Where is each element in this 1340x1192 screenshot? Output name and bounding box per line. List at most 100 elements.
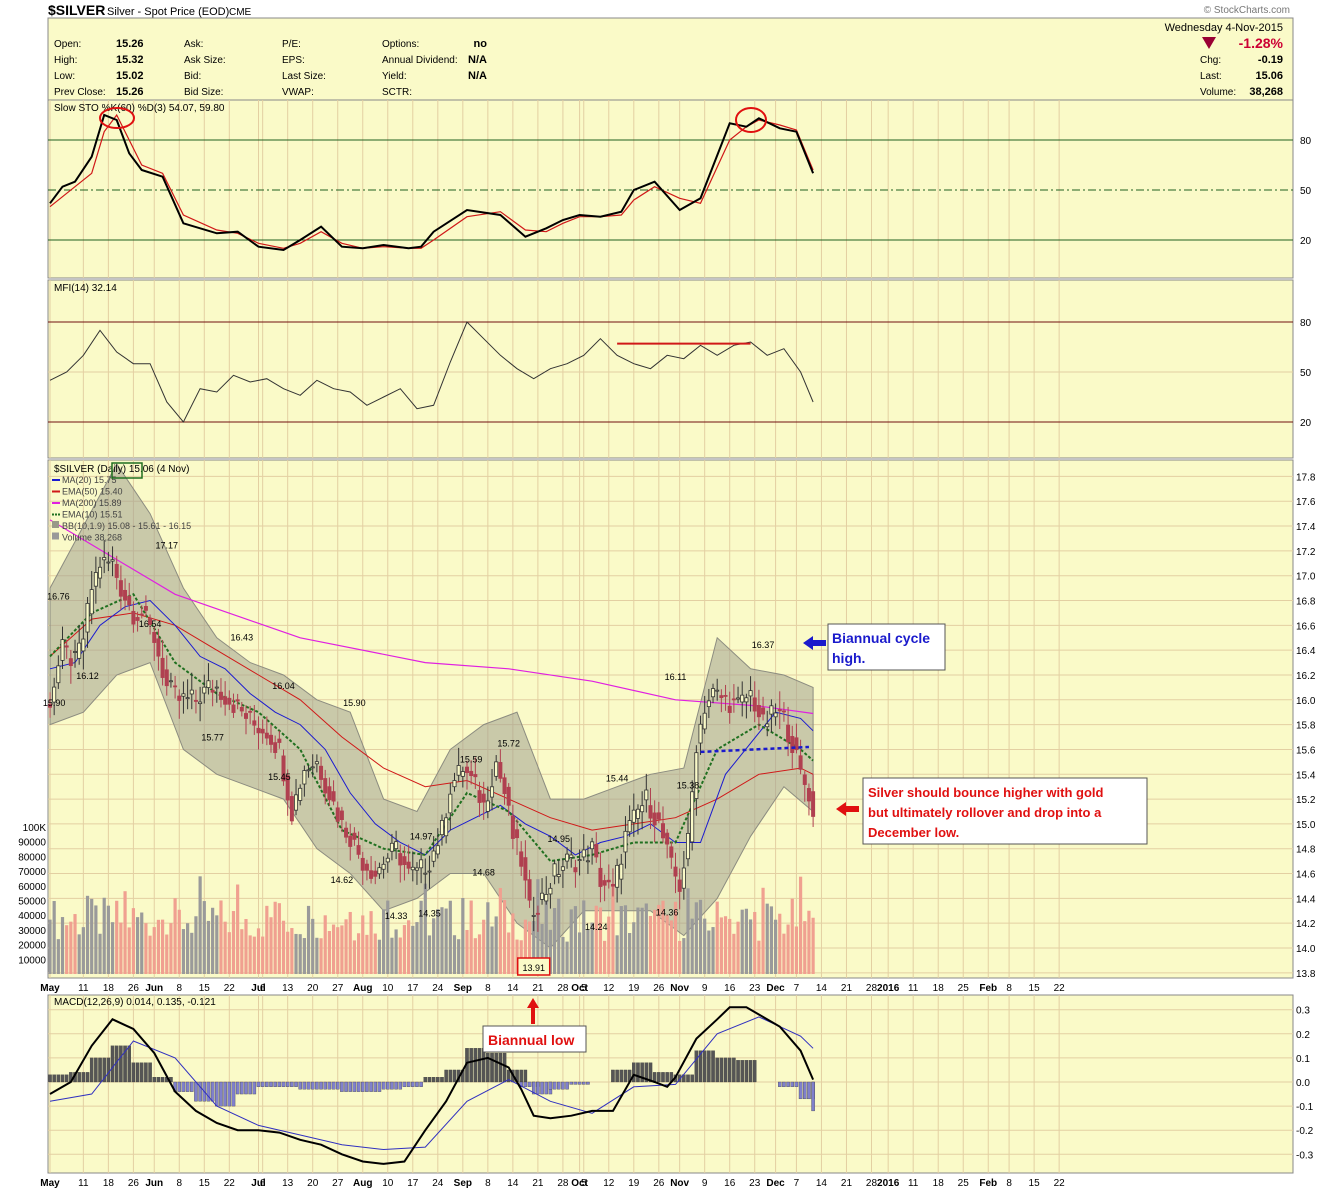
quote-label: Options: xyxy=(382,39,419,50)
volume-bar xyxy=(502,899,507,974)
volume-bar xyxy=(340,925,344,974)
candle-body xyxy=(802,774,807,785)
candle-body xyxy=(615,864,620,888)
volume-bar xyxy=(281,920,286,974)
volume-bar xyxy=(715,901,719,974)
x-axis-label: Sep xyxy=(454,983,472,994)
candle-body xyxy=(369,870,374,879)
bounce-text-3: December low. xyxy=(868,825,959,840)
candle-body xyxy=(193,700,198,702)
macd-histogram-bar xyxy=(131,1062,136,1083)
macd-histogram-bar xyxy=(402,1081,407,1087)
candle-body xyxy=(740,694,745,703)
macd-histogram-bar xyxy=(686,1074,690,1083)
macd-histogram-bar xyxy=(778,1081,782,1087)
macd-histogram-bar xyxy=(194,1081,198,1102)
macd-histogram-bar xyxy=(352,1081,357,1092)
volume-bar xyxy=(644,903,648,974)
candle-body xyxy=(177,695,182,701)
macd-histogram-bar xyxy=(561,1081,565,1090)
price-label: 15.90 xyxy=(343,698,366,708)
quote-label: SCTR: xyxy=(382,87,412,98)
stochastic-label: Slow STO %K(60) %D(3) 54.07, 59.80 xyxy=(54,103,225,114)
volume-bar xyxy=(215,915,219,974)
volume-axis-label: 30000 xyxy=(18,926,46,937)
volume-bar xyxy=(794,926,799,974)
x-axis-label-bottom: 25 xyxy=(958,1178,970,1189)
candle-body xyxy=(610,884,615,887)
macd-histogram-bar xyxy=(798,1081,803,1100)
macd-histogram-bar xyxy=(419,1081,423,1087)
candle-body xyxy=(214,686,219,689)
volume-axis-label: 100K xyxy=(23,823,47,834)
volume-bar xyxy=(552,908,557,974)
chart-panels xyxy=(47,17,1294,1174)
quote-value: -0.19 xyxy=(1258,54,1283,66)
candle-body xyxy=(156,638,161,657)
volume-bar xyxy=(369,911,373,974)
macd-axis-label: 0.1 xyxy=(1296,1054,1310,1065)
candle-body xyxy=(798,755,803,770)
candle-body xyxy=(490,786,495,798)
macd-histogram-bar xyxy=(698,1050,703,1083)
candle-body xyxy=(515,829,520,839)
candle-body xyxy=(164,669,169,687)
macd-histogram-bar xyxy=(190,1081,194,1092)
volume-bar xyxy=(557,898,561,974)
candle-body xyxy=(748,690,753,697)
volume-bar xyxy=(665,915,669,974)
volume-bar xyxy=(386,900,390,974)
quote-value: 15.02 xyxy=(116,70,144,82)
candle-body xyxy=(711,688,716,698)
x-axis-label: 2016 xyxy=(877,983,900,994)
x-axis-label-bottom: 16 xyxy=(724,1178,736,1189)
macd-histogram-bar xyxy=(56,1074,61,1083)
x-axis-label: 14 xyxy=(507,983,519,994)
stochastic-axis-label: 20 xyxy=(1300,236,1312,247)
candle-body xyxy=(790,736,795,753)
candle-body xyxy=(510,815,515,839)
candle-body xyxy=(310,766,315,769)
volume-bar xyxy=(719,917,723,974)
x-axis-label: 15 xyxy=(1029,983,1041,994)
candle-body xyxy=(544,894,549,902)
macd-histogram-bar xyxy=(156,1077,161,1083)
volume-bar xyxy=(265,905,269,974)
volume-bar xyxy=(628,933,632,974)
macd-histogram-bar xyxy=(732,1057,736,1083)
candle-body xyxy=(439,820,444,836)
x-axis-label: 9 xyxy=(702,983,708,994)
macd-histogram-bar xyxy=(677,1074,682,1083)
volume-bar xyxy=(523,919,527,974)
macd-histogram-bar xyxy=(506,1069,511,1083)
macd-histogram-bar xyxy=(240,1081,244,1095)
macd-histogram-bar xyxy=(290,1081,294,1087)
macd-histogram-bar xyxy=(269,1081,273,1087)
macd-histogram-bar xyxy=(473,1048,478,1083)
macd-histogram-bar xyxy=(690,1074,694,1083)
macd-histogram-bar xyxy=(306,1081,311,1090)
price-axis-label: 16.2 xyxy=(1296,671,1316,682)
candle-body xyxy=(348,835,353,847)
volume-bar xyxy=(565,941,569,974)
macd-histogram-bar xyxy=(110,1045,115,1083)
candle-body xyxy=(289,796,294,822)
panel-labels: Slow STO %K(60) %D(3) 54.07, 59.80 MFI(1… xyxy=(52,103,225,1008)
volume-bar xyxy=(690,918,694,974)
macd-histogram-bar xyxy=(415,1081,419,1087)
candle-body xyxy=(806,788,811,802)
volume-bar xyxy=(490,926,494,974)
volume-bar xyxy=(302,938,306,974)
volume-bar xyxy=(527,921,532,974)
macd-histogram-bar xyxy=(98,1057,102,1083)
volume-bar xyxy=(707,930,711,974)
macd-histogram-bar xyxy=(494,1052,498,1083)
candle-body xyxy=(48,703,53,708)
macd-histogram-bar xyxy=(736,1060,740,1083)
price-label: 16.76 xyxy=(47,591,70,601)
candle-body xyxy=(427,870,432,873)
x-axis-label-bottom: 26 xyxy=(128,1178,140,1189)
candle-body xyxy=(114,563,119,578)
bounce-arrow-icon xyxy=(836,802,859,816)
